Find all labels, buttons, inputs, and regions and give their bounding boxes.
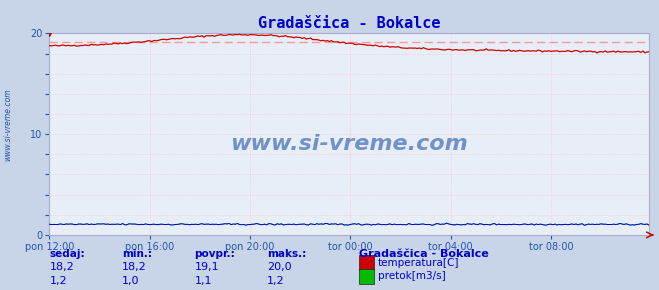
Text: www.si-vreme.com: www.si-vreme.com bbox=[3, 88, 13, 161]
Text: 18,2: 18,2 bbox=[49, 262, 74, 272]
Text: www.si-vreme.com: www.si-vreme.com bbox=[231, 134, 468, 154]
Text: 1,0: 1,0 bbox=[122, 276, 140, 286]
Text: 20,0: 20,0 bbox=[267, 262, 291, 272]
Text: Gradaščica - Bokalce: Gradaščica - Bokalce bbox=[359, 249, 489, 259]
Text: povpr.:: povpr.: bbox=[194, 249, 235, 259]
Text: sedaj:: sedaj: bbox=[49, 249, 85, 259]
Text: min.:: min.: bbox=[122, 249, 152, 259]
Title: Gradaščica - Bokalce: Gradaščica - Bokalce bbox=[258, 16, 440, 31]
Text: 1,2: 1,2 bbox=[49, 276, 67, 286]
Text: 18,2: 18,2 bbox=[122, 262, 147, 272]
Text: maks.:: maks.: bbox=[267, 249, 306, 259]
Text: temperatura[C]: temperatura[C] bbox=[378, 258, 459, 268]
Text: 19,1: 19,1 bbox=[194, 262, 219, 272]
Text: pretok[m3/s]: pretok[m3/s] bbox=[378, 271, 445, 281]
Text: 1,2: 1,2 bbox=[267, 276, 285, 286]
Text: 1,1: 1,1 bbox=[194, 276, 212, 286]
